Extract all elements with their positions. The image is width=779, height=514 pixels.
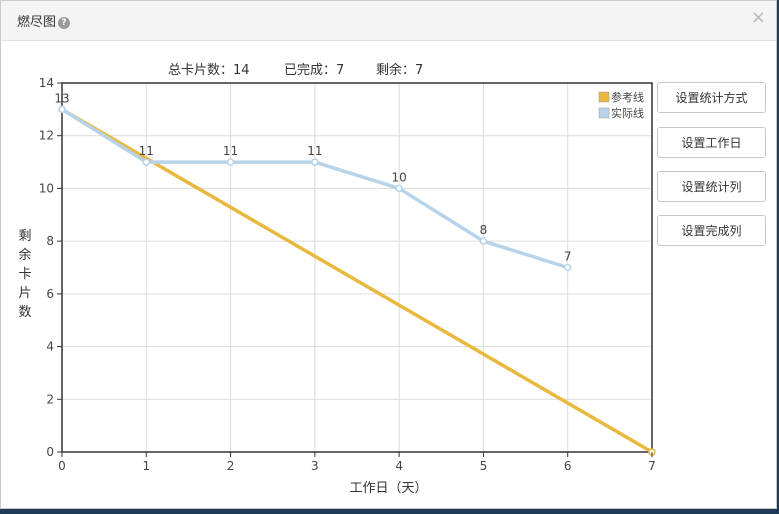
plot-border — [61, 82, 653, 453]
y-tick-label: 10 — [39, 181, 54, 195]
x-axis-label: 工作日（天） — [349, 481, 428, 496]
data-point — [395, 184, 403, 193]
x-tick-label: 6 — [564, 459, 572, 473]
x-tick-label: 7 — [648, 459, 656, 473]
set-stat-mode-button[interactable]: 设置统计方式 — [657, 82, 766, 113]
data-label: 11 — [307, 144, 322, 158]
data-point — [563, 263, 572, 272]
x-tick-label: 1 — [142, 459, 150, 473]
x-tick-label: 3 — [311, 459, 319, 473]
dialog-title-text: 燃尽图 — [17, 15, 57, 30]
data-label: 10 — [392, 170, 407, 184]
series-line-1 — [61, 107, 653, 454]
y-tick-label: 2 — [46, 392, 54, 406]
x-tick-label: 4 — [395, 459, 403, 473]
y-tick-label: 14 — [39, 76, 54, 90]
data-label: 11 — [139, 144, 154, 158]
set-workdays-button[interactable]: 设置工作日 — [657, 127, 766, 158]
legend-swatch — [598, 91, 610, 103]
y-tick-label: 8 — [46, 234, 54, 248]
data-point — [479, 237, 488, 245]
y-tick-label: 0 — [46, 445, 54, 459]
legend-swatch — [598, 107, 610, 119]
x-tick-label: 0 — [58, 459, 66, 473]
y-tick-label: 12 — [39, 129, 54, 143]
chart-series: 13 11 11 11 10 8 7 — [54, 91, 656, 456]
data-point — [226, 158, 235, 166]
data-label: 11 — [223, 144, 238, 158]
set-stat-column-button[interactable]: 设置统计列 — [657, 171, 766, 202]
y-tick-label: 6 — [46, 287, 54, 301]
remaining-cards-stat: 剩余：7 — [376, 63, 424, 78]
x-tick-label: 2 — [227, 459, 235, 473]
done-cards-stat: 已完成：7 — [284, 63, 345, 78]
data-point — [142, 158, 151, 166]
y-tick-label: 4 — [46, 340, 54, 354]
total-cards-stat: 总卡片数：14 — [168, 63, 250, 78]
x-tick-label: 5 — [480, 459, 488, 473]
close-icon[interactable]: × — [750, 7, 766, 28]
y-axis-label: 剩余卡片数 — [18, 229, 32, 320]
legend-label: 实际线 — [611, 106, 644, 120]
data-point — [311, 158, 319, 166]
data-label: 8 — [480, 223, 488, 237]
dialog-titlebar: 燃尽图? × — [1, 1, 776, 41]
dialog-title: 燃尽图? — [17, 11, 71, 30]
legend-label: 参考线 — [611, 90, 644, 104]
data-label: 13 — [54, 91, 69, 105]
help-icon[interactable]: ? — [58, 17, 71, 29]
set-done-column-button[interactable]: 设置完成列 — [657, 215, 766, 246]
data-label: 7 — [564, 250, 572, 264]
data-point — [58, 105, 66, 114]
